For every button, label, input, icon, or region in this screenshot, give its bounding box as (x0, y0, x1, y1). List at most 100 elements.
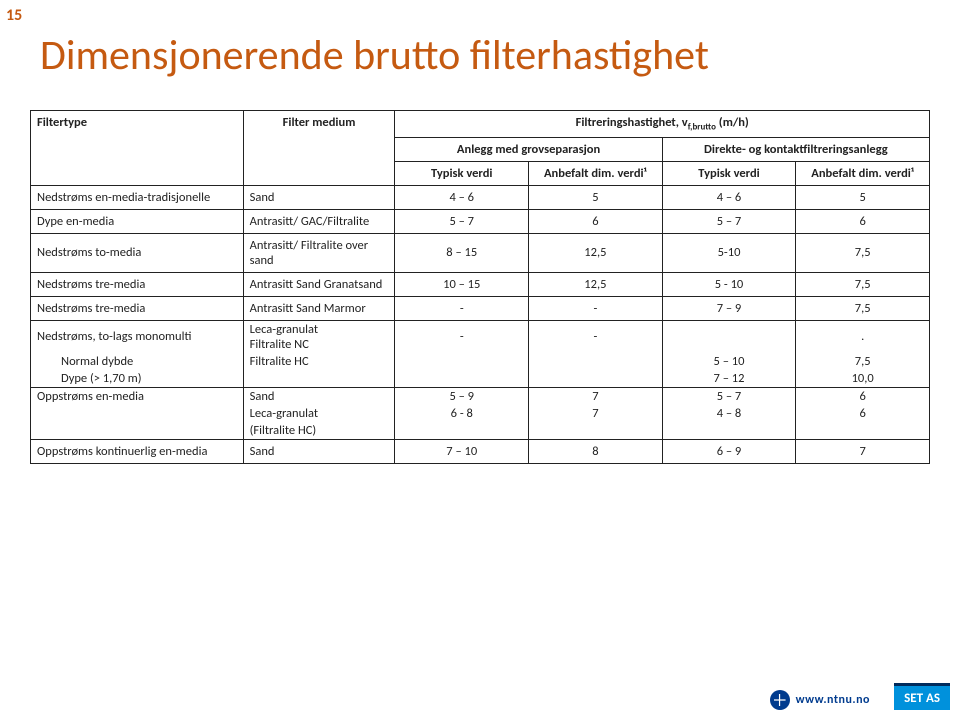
cell (395, 353, 529, 370)
cell (662, 320, 796, 353)
table-row-multi-3: Dype (> 1,70 m) 7 – 12 10,0 (31, 370, 930, 388)
table-row: Oppstrøms kontinuerlig en-media Sand 7 –… (31, 439, 930, 463)
cell-ft (31, 422, 244, 440)
cell-ft: Oppstrøms kontinuerlig en-media (31, 439, 244, 463)
cell-med: Sand (243, 387, 395, 405)
ntnu-url: www.ntnu.no (796, 693, 870, 707)
cell-med: (Filtralite HC) (243, 422, 395, 440)
filter-table: Filtertype Filter medium Filtreringshast… (30, 110, 930, 464)
cell-ft: Nedstrøms tre-media (31, 296, 244, 320)
cell: - (395, 320, 529, 353)
cell-ft-indent: Normal dybde (31, 353, 244, 370)
group-grov: Anlegg med grovseparasjon (395, 137, 662, 161)
med-line2: Filtralite NC (250, 337, 309, 352)
cell: . (796, 320, 930, 353)
group-dir: Direkte- og kontaktfiltreringsanlegg (662, 137, 929, 161)
cell: 10,0 (796, 370, 930, 388)
cell-med: Antrasitt Sand Marmor (243, 296, 395, 320)
cell: 5 (796, 185, 930, 209)
cell: 7 (529, 405, 663, 422)
cell: 12,5 (529, 272, 663, 296)
cell-ft: Nedstrøms, to-lags monomulti (31, 320, 244, 353)
cell-ft: Oppstrøms en-media (31, 387, 244, 405)
table-row-opp-3: (Filtralite HC) (31, 422, 930, 440)
med-line1: Leca-granulat (250, 322, 319, 337)
super-header-text: Filtreringshastighet, vf,brutto (m/h) (576, 115, 749, 130)
cell-med: Antrasitt/ GAC/Filtralite (243, 209, 395, 233)
cell: 7 – 9 (662, 296, 796, 320)
cell-med: Leca-granulat (243, 405, 395, 422)
cell (796, 422, 930, 440)
cell: 12,5 (529, 233, 663, 272)
cell: 7 (796, 439, 930, 463)
cell: 5 – 7 (662, 209, 796, 233)
cell: 6 (796, 209, 930, 233)
cell-ft-indent: Dype (> 1,70 m) (31, 370, 244, 388)
cell: - (529, 296, 663, 320)
cell (529, 370, 663, 388)
table-row: Nedstrøms to-media Antrasitt/ Filtralite… (31, 233, 930, 272)
cell (529, 422, 663, 440)
cell: 7 (529, 387, 663, 405)
col-filtertype: Filtertype (31, 111, 244, 186)
cell-ft: Nedstrøms en-media-tradisjonelle (31, 185, 244, 209)
cell-ft: Nedstrøms tre-media (31, 272, 244, 296)
cell: 5-10 (662, 233, 796, 272)
table-row-opp-2: Leca-granulat 6 - 8 7 4 – 8 6 (31, 405, 930, 422)
cell-med: Sand (243, 439, 395, 463)
header-row-1: Filtertype Filter medium Filtreringshast… (31, 111, 930, 138)
cell: 7 – 12 (662, 370, 796, 388)
cell: 6 (796, 405, 930, 422)
cell: 6 – 9 (662, 439, 796, 463)
cell: - (395, 296, 529, 320)
sub-d-typisk: Typisk verdi (662, 161, 796, 185)
cell: 5 – 7 (662, 387, 796, 405)
cell (529, 353, 663, 370)
cell: 10 – 15 (395, 272, 529, 296)
cell: 5 – 7 (395, 209, 529, 233)
cell: 7,5 (796, 233, 930, 272)
set-badge: SET AS (894, 683, 950, 710)
ntnu-logo: www.ntnu.no (770, 690, 870, 710)
super-header: Filtreringshastighet, vf,brutto (m/h) (395, 111, 930, 138)
sub-g-anbefalt: Anbefalt dim. verdi¹ (529, 161, 663, 185)
cell: 8 – 15 (395, 233, 529, 272)
sub-d-anbefalt: Anbefalt dim. verdi¹ (796, 161, 930, 185)
cell-med: Antrasitt/ Filtralite over sand (243, 233, 395, 272)
cell: - (529, 320, 663, 353)
cell: 6 (796, 387, 930, 405)
table-row-multi-1: Nedstrøms, to-lags monomulti Leca-granul… (31, 320, 930, 353)
cell: 7,5 (796, 353, 930, 370)
cell-ft: Dype en-media (31, 209, 244, 233)
cell (395, 422, 529, 440)
cell: 4 – 8 (662, 405, 796, 422)
cell: 7 – 10 (395, 439, 529, 463)
table-row: Nedstrøms en-media-tradisjonelle Sand 4 … (31, 185, 930, 209)
cell: 8 (529, 439, 663, 463)
col-medium: Filter medium (243, 111, 395, 186)
table-row: Dype en-media Antrasitt/ GAC/Filtralite … (31, 209, 930, 233)
cell-med (243, 370, 395, 388)
cell-med: Antrasitt Sand Granatsand (243, 272, 395, 296)
table-row: Nedstrøms tre-media Antrasitt Sand Grana… (31, 272, 930, 296)
page-title: Dimensjonerende brutto filterhastighet (40, 30, 709, 81)
cell-med: Sand (243, 185, 395, 209)
table-container: Filtertype Filter medium Filtreringshast… (30, 110, 930, 464)
table-row-multi-2: Normal dybde Filtralite HC 5 – 10 7,5 (31, 353, 930, 370)
cell: 4 – 6 (662, 185, 796, 209)
cell: 5 (529, 185, 663, 209)
cell-ft: Nedstrøms to-media (31, 233, 244, 272)
cell: 7,5 (796, 296, 930, 320)
cell-med: Leca-granulat Filtralite NC (243, 320, 395, 353)
cell: 4 – 6 (395, 185, 529, 209)
cell: 6 - 8 (395, 405, 529, 422)
cell-ft (31, 405, 244, 422)
ntnu-icon (770, 690, 790, 710)
cell (662, 422, 796, 440)
cell: 6 (529, 209, 663, 233)
cell: 5 - 10 (662, 272, 796, 296)
cell: 5 – 9 (395, 387, 529, 405)
cell (395, 370, 529, 388)
cell: 5 – 10 (662, 353, 796, 370)
cell: 7,5 (796, 272, 930, 296)
